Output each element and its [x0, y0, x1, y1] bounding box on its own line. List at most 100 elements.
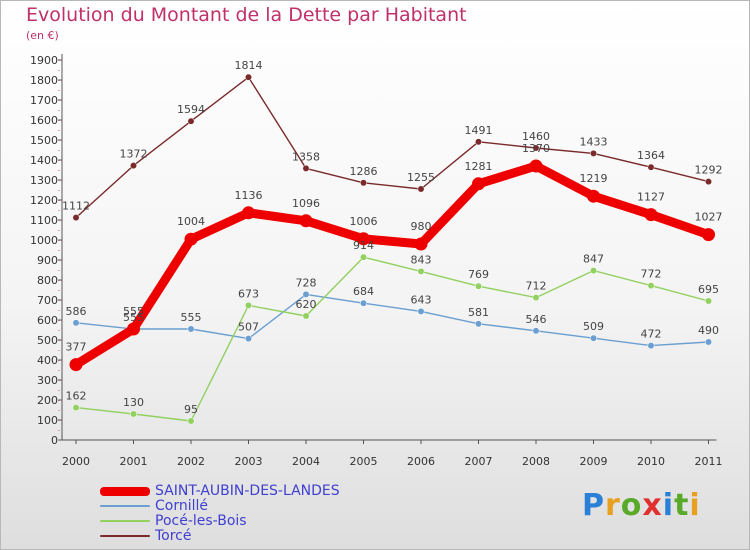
data-label: 914	[353, 239, 374, 252]
data-point	[360, 179, 367, 187]
y-tick-label: 0	[51, 434, 58, 447]
legend-label: Pocé-les-Bois	[155, 513, 247, 529]
data-point	[302, 164, 310, 172]
data-point	[130, 410, 137, 418]
y-tick-label: 500	[37, 334, 58, 347]
data-label: 1364	[637, 149, 665, 162]
data-label: 1096	[292, 197, 320, 210]
data-label: 643	[411, 293, 432, 306]
chart-subtitle: (en €)	[26, 29, 59, 42]
y-tick-label: 300	[37, 374, 58, 387]
data-label: 1372	[120, 148, 148, 161]
data-label: 772	[641, 268, 662, 281]
data-label: 162	[66, 390, 87, 403]
logo-letter: i	[662, 488, 675, 523]
chart-series	[69, 73, 715, 425]
data-point	[242, 206, 255, 220]
data-point	[127, 322, 140, 336]
data-label: 1281	[465, 160, 493, 173]
data-label: 1358	[292, 150, 320, 163]
data-label: 769	[468, 268, 489, 281]
data-label: 555	[123, 305, 144, 318]
logo-letter: i	[689, 488, 701, 523]
legend-label: Cornillé	[155, 498, 209, 514]
data-point	[532, 144, 540, 152]
data-point	[644, 208, 658, 222]
data-label: 1433	[580, 135, 608, 148]
y-tick-label: 100	[37, 414, 58, 427]
data-label: 1004	[177, 215, 205, 228]
data-point	[647, 282, 655, 290]
data-label: 1491	[465, 124, 493, 137]
data-label: 509	[583, 320, 604, 333]
data-label: 1814	[235, 59, 263, 72]
data-point	[245, 73, 252, 81]
data-label: 1460	[522, 130, 550, 143]
series-line-1	[75, 293, 710, 347]
data-label: 130	[123, 396, 144, 409]
data-point	[69, 358, 83, 372]
series-line-3	[75, 76, 710, 219]
data-point	[647, 342, 655, 350]
data-label: 1594	[177, 103, 205, 116]
x-tick-label: 2006	[407, 455, 435, 468]
data-point	[302, 312, 310, 320]
data-label: 581	[468, 306, 489, 319]
x-tick-label: 2004	[292, 455, 320, 468]
data-point	[187, 117, 195, 125]
data-label: 673	[238, 287, 259, 300]
logo-letter: P	[582, 488, 605, 523]
data-label: 546	[526, 313, 547, 326]
y-tick-label: 1500	[30, 134, 58, 147]
data-point	[357, 232, 370, 246]
data-point	[187, 325, 195, 333]
y-tick-label: 1700	[30, 94, 58, 107]
data-point	[532, 327, 540, 335]
y-tick-label: 1300	[30, 174, 58, 187]
data-label: 1219	[580, 172, 608, 185]
y-tick-label: 1800	[30, 74, 58, 87]
data-label: 490	[698, 324, 719, 337]
x-tick-label: 2010	[637, 455, 665, 468]
data-point	[417, 267, 425, 275]
data-point	[590, 334, 597, 342]
data-point	[360, 253, 367, 261]
x-tick-label: 2000	[62, 455, 90, 468]
series-line-0	[71, 161, 713, 370]
data-point	[702, 228, 715, 242]
data-point	[647, 163, 655, 171]
data-point	[529, 159, 543, 173]
data-point	[184, 232, 198, 246]
data-point	[72, 319, 80, 327]
data-point	[532, 294, 540, 302]
data-label: 555	[123, 311, 144, 324]
x-tick-label: 2002	[177, 455, 205, 468]
x-tick-label: 2003	[235, 455, 263, 468]
data-label: 980	[411, 220, 432, 233]
data-point	[187, 417, 195, 425]
y-tick-label: 1900	[30, 54, 58, 67]
legend-swatch	[100, 535, 150, 537]
data-label: 684	[353, 285, 374, 298]
data-point	[360, 299, 367, 307]
data-label: 586	[66, 305, 87, 318]
data-point	[130, 162, 137, 170]
proxiti-logo: Proxiti	[582, 488, 701, 523]
y-tick-label: 1600	[30, 114, 58, 127]
logo-letter: t	[674, 488, 690, 523]
data-point	[245, 335, 252, 343]
data-label: 1127	[637, 191, 665, 204]
data-label: 1286	[350, 165, 378, 178]
data-label: 728	[296, 276, 317, 289]
data-point	[299, 214, 313, 228]
data-label: 472	[641, 328, 662, 341]
data-point	[417, 307, 425, 315]
legend-swatch	[100, 486, 150, 496]
data-label: 377	[66, 341, 87, 354]
y-tick-label: 1200	[30, 194, 58, 207]
data-label: 1136	[235, 189, 263, 202]
legend-swatch	[100, 505, 150, 507]
data-point	[705, 297, 712, 305]
series-line-2	[75, 256, 710, 422]
